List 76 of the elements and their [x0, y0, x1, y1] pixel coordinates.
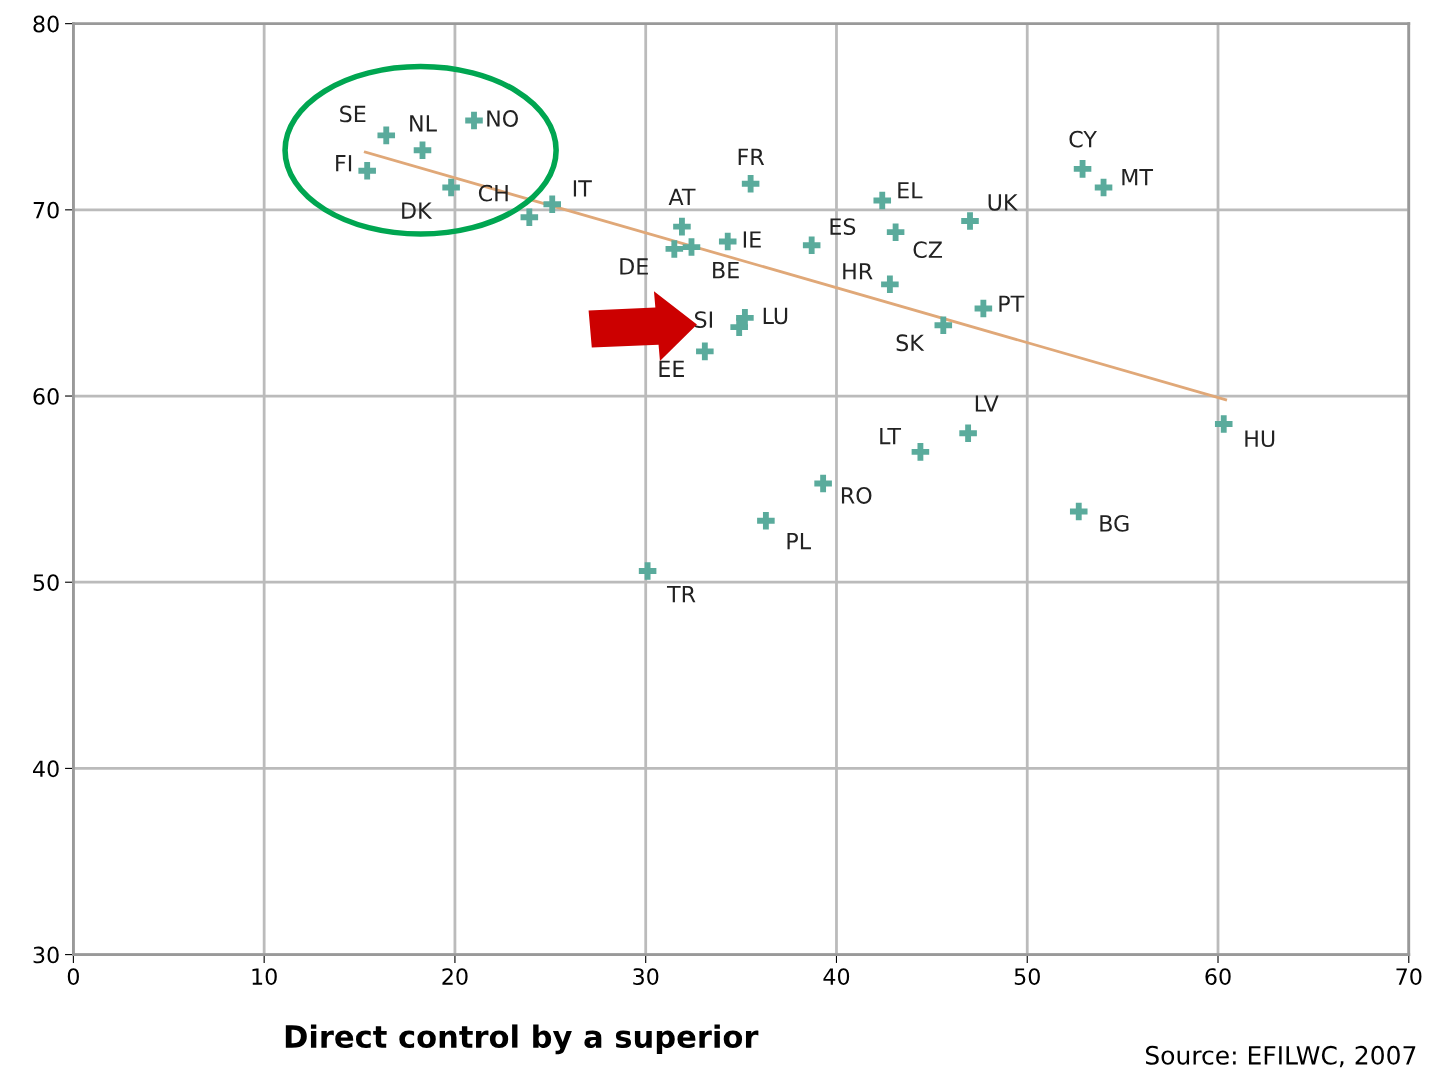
annotation: DE — [620, 258, 648, 275]
annotation: IT — [573, 180, 592, 197]
x-axis-title: Direct control by a superior — [285, 1024, 759, 1055]
annotation: DK — [402, 202, 433, 219]
y-tick-label: 80 — [33, 15, 59, 33]
x-tick-label: 50 — [1014, 968, 1040, 985]
point — [802, 236, 821, 254]
x-tick-label: 0 — [67, 968, 79, 985]
point — [959, 424, 977, 443]
point — [961, 212, 979, 230]
annotation: RO — [841, 487, 872, 504]
x-tick-label: 40 — [823, 968, 850, 985]
point — [974, 299, 993, 318]
annotation: NL — [410, 115, 437, 132]
point — [638, 562, 657, 580]
y-tick-label: 70 — [33, 201, 59, 219]
annotation: SI — [694, 311, 712, 329]
annotation: NO — [487, 110, 518, 127]
point — [1073, 160, 1092, 178]
y-tick-label: 40 — [33, 760, 59, 778]
annotation: MT — [1122, 169, 1154, 186]
point — [1069, 502, 1088, 521]
annotation: CY — [1069, 130, 1097, 148]
y-tick-label: 50 — [33, 574, 59, 591]
point — [741, 174, 760, 193]
x-tick-label: 70 — [1396, 968, 1422, 985]
x-tick-label: 60 — [1205, 968, 1231, 985]
annotation: FR — [738, 148, 765, 165]
annotation: PL — [787, 532, 811, 550]
annotation: SK — [896, 334, 925, 352]
point — [543, 195, 562, 214]
point — [696, 342, 714, 361]
point — [757, 511, 775, 530]
point — [881, 275, 899, 294]
source-note: Source: EFILWC, 2007 — [1145, 1045, 1416, 1068]
annotation: AT — [668, 188, 696, 205]
annotation: FI — [336, 155, 352, 172]
annotation: IE — [743, 231, 761, 248]
point — [873, 191, 892, 210]
point — [520, 208, 539, 227]
x-tick-label: 20 — [442, 968, 468, 985]
x-tick-label: 30 — [633, 968, 659, 985]
annotation: HU — [1245, 430, 1275, 448]
annotation: HR — [843, 263, 873, 280]
annotation: UK — [988, 194, 1018, 211]
annotation: CH — [478, 184, 508, 202]
point — [736, 309, 754, 327]
point — [682, 238, 701, 256]
x-tick-label: 10 — [252, 968, 277, 985]
point — [442, 178, 460, 197]
annotation: TR — [666, 585, 696, 603]
annotation: EE — [659, 360, 684, 377]
point — [814, 474, 832, 493]
annotation: LT — [880, 427, 902, 445]
point — [465, 111, 483, 130]
point — [673, 217, 691, 236]
point — [1214, 415, 1233, 433]
point — [886, 223, 905, 241]
y-tick-label: 30 — [33, 946, 59, 964]
point — [934, 316, 953, 335]
annotation: CZ — [913, 241, 943, 259]
point — [377, 126, 396, 145]
point — [665, 240, 684, 258]
annotation: SE — [340, 105, 366, 123]
point — [413, 141, 432, 160]
y-tick-label: 60 — [33, 387, 59, 405]
annotation: BG — [1100, 515, 1129, 532]
annotation: LU — [763, 307, 788, 325]
point — [358, 161, 376, 180]
point — [911, 443, 930, 461]
annotation: BE — [713, 262, 739, 279]
annotation: EL — [898, 182, 923, 199]
annotation: ES — [830, 218, 856, 235]
annotation: PT — [999, 295, 1025, 312]
point — [718, 232, 737, 251]
annotation: LV — [975, 395, 999, 412]
